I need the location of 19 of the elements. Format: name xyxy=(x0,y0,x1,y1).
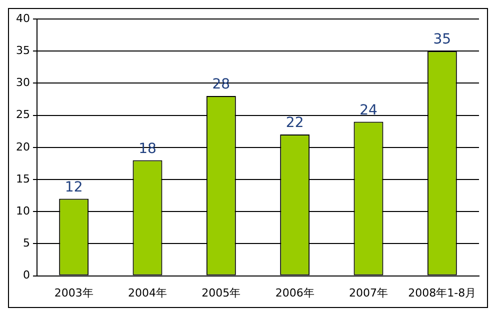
y-tick-label: 15 xyxy=(16,172,30,186)
data-label: 24 xyxy=(360,102,378,118)
x-tick-label: 2003年 xyxy=(54,286,94,300)
data-label: 35 xyxy=(433,32,452,48)
x-tick-label: 2007年 xyxy=(349,286,388,300)
y-tick-label: 40 xyxy=(16,12,30,25)
y-tick-label: 35 xyxy=(16,44,30,57)
x-tick-label: 2006年 xyxy=(275,286,314,300)
x-tick-label: 2004年 xyxy=(128,286,167,300)
data-label: 12 xyxy=(64,179,83,196)
y-tick-label: 10 xyxy=(16,204,30,218)
x-tick-label: 2005年 xyxy=(202,286,241,300)
y-tick-label: 0 xyxy=(22,268,30,282)
data-label: 22 xyxy=(286,115,304,132)
y-tick-label: 30 xyxy=(16,76,30,90)
y-tick-label: 25 xyxy=(16,108,30,122)
y-tick-label: 5 xyxy=(22,236,30,250)
y-tick-label: 20 xyxy=(16,140,30,154)
x-tick-label: 2008年1-8月 xyxy=(408,286,476,300)
